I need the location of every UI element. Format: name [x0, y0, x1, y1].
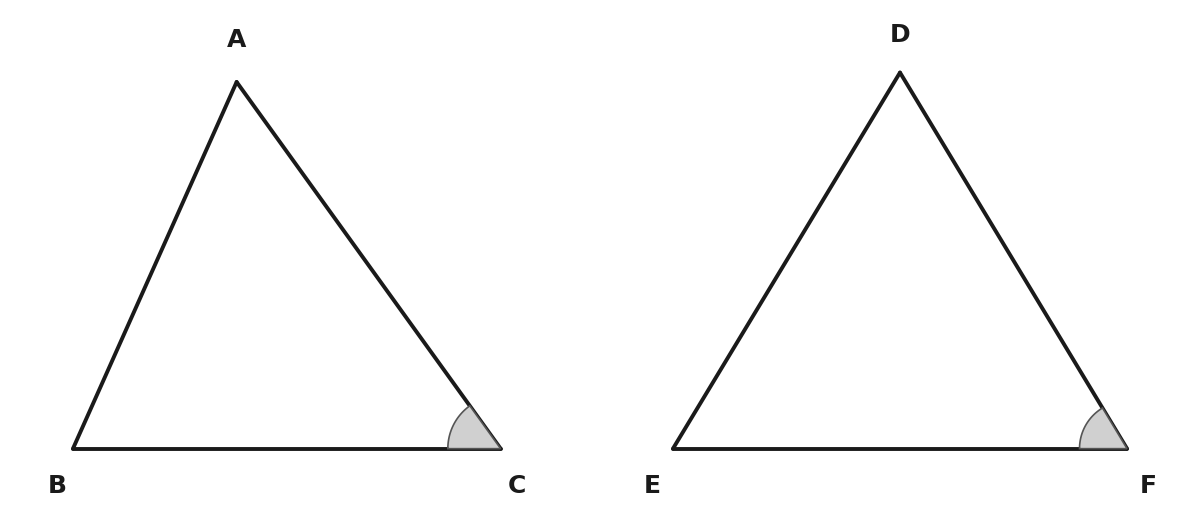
- Text: C: C: [508, 474, 526, 498]
- Text: B: B: [48, 474, 67, 498]
- Text: E: E: [643, 474, 660, 498]
- Polygon shape: [1080, 408, 1127, 449]
- Text: D: D: [889, 23, 911, 47]
- Text: A: A: [227, 28, 246, 52]
- Polygon shape: [448, 406, 500, 449]
- Text: F: F: [1140, 474, 1157, 498]
